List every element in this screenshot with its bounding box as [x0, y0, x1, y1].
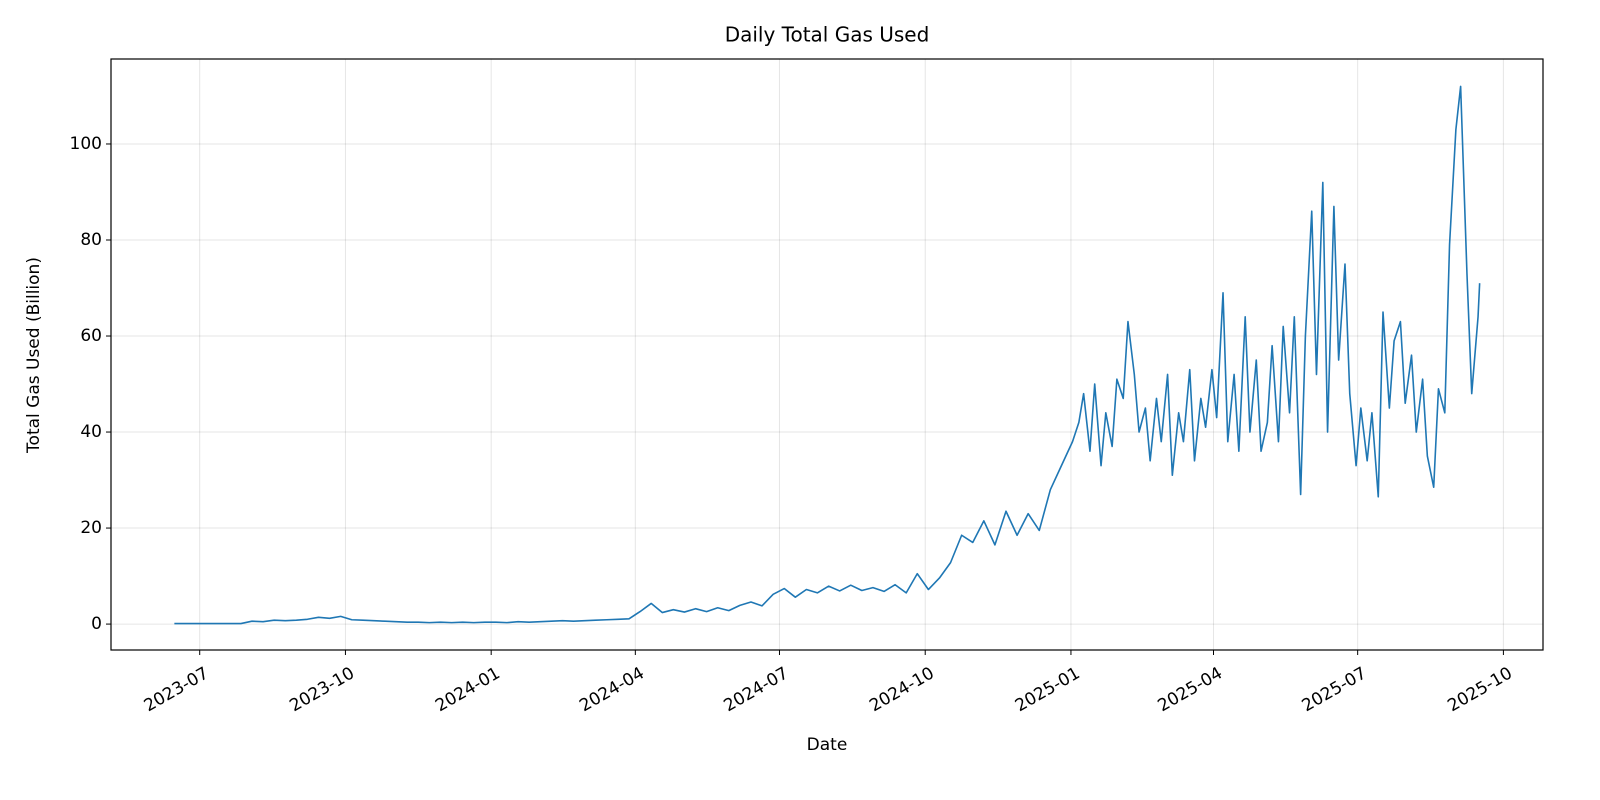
y-tick-label: 0: [91, 614, 102, 634]
x-tick-label: 2024-07: [720, 663, 792, 716]
y-tick-label: 20: [80, 518, 102, 538]
chart-title: Daily Total Gas Used: [725, 23, 930, 47]
y-axis-label: Total Gas Used (Billion): [24, 257, 44, 454]
x-tick-label: 2025-01: [1012, 663, 1084, 716]
y-tick-label: 100: [70, 134, 102, 154]
x-tick-label: 2024-01: [432, 663, 504, 716]
y-tick-label: 40: [80, 422, 102, 442]
x-tick-label: 2024-10: [866, 663, 938, 716]
data-line: [174, 85, 1481, 625]
x-tick-label: 2024-04: [576, 663, 648, 716]
x-tick-label: 2023-10: [286, 663, 358, 716]
x-tick-label: 2025-04: [1154, 663, 1226, 716]
x-tick-label: 2025-10: [1444, 663, 1516, 716]
y-tick-label: 80: [80, 230, 102, 250]
plot-frame: [110, 58, 1544, 651]
x-tick-label: 2023-07: [141, 663, 213, 716]
x-tick-label: 2025-07: [1299, 663, 1371, 716]
x-axis-label: Date: [807, 735, 848, 755]
y-tick-label: 60: [80, 326, 102, 346]
